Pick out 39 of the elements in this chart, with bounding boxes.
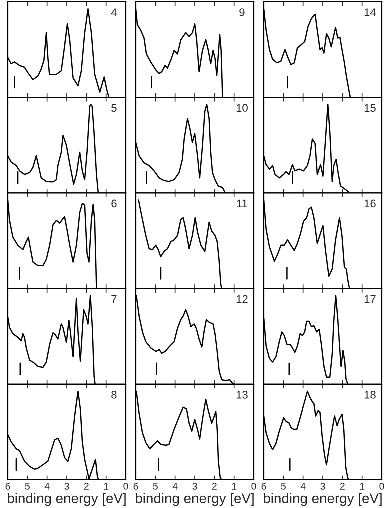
annotation: 9 bbox=[240, 8, 245, 16]
x-tick-label: 1 bbox=[104, 483, 109, 490]
x-axis-title: binding energy [eV] bbox=[8, 493, 126, 506]
annotation: 11 bbox=[237, 200, 248, 208]
x-tick-label: 0 bbox=[252, 483, 256, 490]
annotation: 12 bbox=[236, 295, 248, 304]
x-tick-label: 2 bbox=[84, 483, 89, 490]
x-tick-label: 0 bbox=[380, 483, 384, 490]
x-tick-label: 3 bbox=[320, 483, 326, 490]
annotation: 17 bbox=[364, 296, 376, 304]
annotation: 6 bbox=[112, 200, 117, 208]
x-tick-label: 1 bbox=[360, 483, 365, 490]
x-tick-label: 1 bbox=[232, 483, 237, 490]
x-tick-label: 4 bbox=[300, 483, 306, 490]
x-tick-label: 3 bbox=[64, 483, 70, 490]
x-tick-label: 6 bbox=[134, 483, 138, 490]
annotation: 18 bbox=[364, 390, 376, 399]
x-tick-label: 6 bbox=[262, 483, 266, 490]
x-tick-label: 5 bbox=[153, 483, 158, 490]
x-axis-title: binding energy [eV] bbox=[264, 493, 382, 506]
annotation: 8 bbox=[112, 390, 117, 399]
x-tick-label: 5 bbox=[25, 483, 30, 490]
x-tick-label: 6 bbox=[6, 483, 10, 490]
x-tick-label: 3 bbox=[192, 483, 198, 490]
annotation: 5 bbox=[112, 104, 117, 112]
x-tick-label: 4 bbox=[44, 483, 50, 490]
annotation: 15 bbox=[364, 104, 376, 112]
x-axis-title: binding energy [eV] bbox=[136, 493, 254, 506]
annotation: 7 bbox=[112, 296, 117, 304]
annotation: 14 bbox=[364, 8, 376, 16]
x-tick-label: 5 bbox=[281, 483, 286, 490]
x-tick-label: 4 bbox=[172, 483, 178, 490]
x-tick-label: 2 bbox=[340, 483, 345, 490]
annotation: 10 bbox=[236, 104, 248, 112]
x-tick-label: 0 bbox=[124, 483, 128, 490]
annotation: 13 bbox=[236, 390, 248, 399]
annotation: 16 bbox=[364, 200, 376, 208]
x-tick-label: 2 bbox=[212, 483, 217, 490]
annotation: 4 bbox=[111, 8, 117, 16]
